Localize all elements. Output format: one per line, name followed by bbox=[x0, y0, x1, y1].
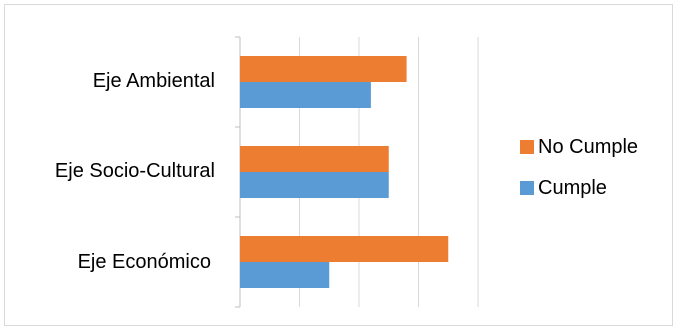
legend-item-no-cumple: No Cumple bbox=[520, 136, 638, 158]
category-label-economico: Eje Económico bbox=[77, 251, 211, 273]
legend-label-no-cumple: No Cumple bbox=[538, 135, 639, 158]
bar-cumple-2 bbox=[240, 262, 330, 288]
bar-cumple-1 bbox=[240, 172, 389, 198]
bar-no-cumple-2 bbox=[240, 236, 449, 262]
category-label-ambiental: Eje Ambiental bbox=[92, 70, 215, 92]
legend-item-cumple: Cumple bbox=[520, 177, 638, 199]
legend-swatch-no-cumple bbox=[520, 140, 534, 154]
chart-legend: No Cumple Cumple bbox=[520, 136, 638, 218]
legend-swatch-cumple bbox=[520, 181, 534, 195]
bar-no-cumple-1 bbox=[240, 146, 389, 172]
category-label-socio-cultural: Eje Socio-Cultural bbox=[54, 160, 215, 182]
bar-cumple-0 bbox=[240, 82, 371, 108]
legend-label-cumple: Cumple bbox=[538, 176, 607, 199]
bar-no-cumple-0 bbox=[240, 56, 407, 82]
